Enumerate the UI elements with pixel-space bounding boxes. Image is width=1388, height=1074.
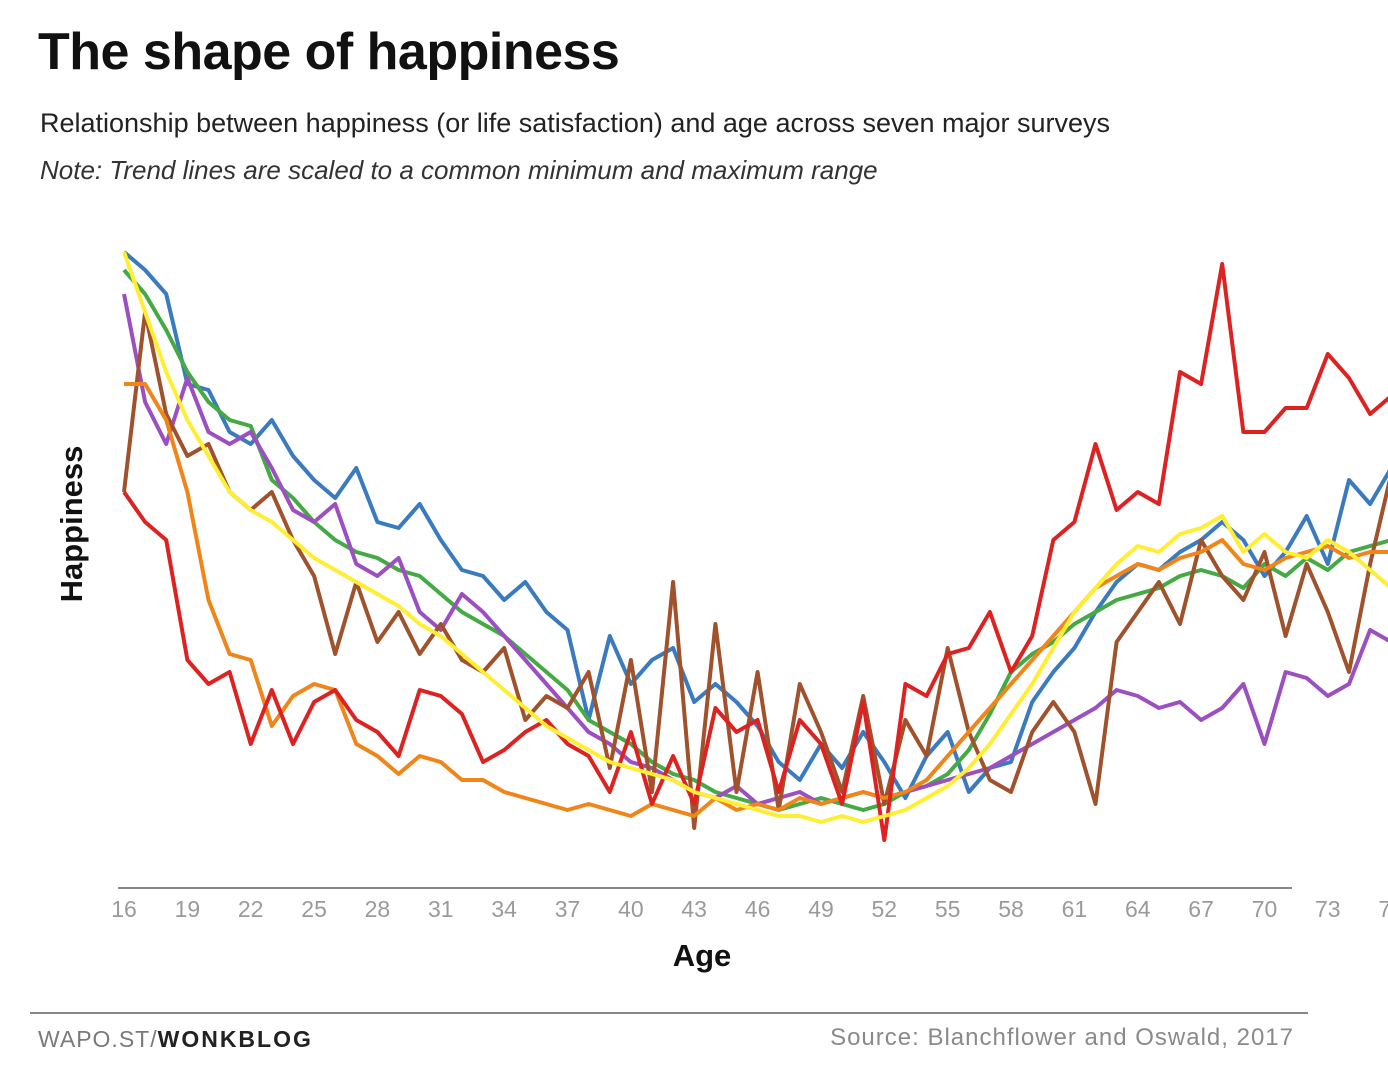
x-tick-label: 49 xyxy=(808,896,834,922)
footer-divider xyxy=(30,1012,1308,1014)
credit-prefix: WAPO.ST/ xyxy=(38,1026,158,1052)
x-tick-label: 37 xyxy=(555,896,581,922)
x-tick-label: 58 xyxy=(998,896,1024,922)
series-layer xyxy=(122,250,1388,842)
series-line-7 xyxy=(122,251,1388,824)
x-tick-label: 61 xyxy=(1062,896,1088,922)
series-line-4 xyxy=(122,310,1388,830)
x-tick-label: 46 xyxy=(745,896,771,922)
chart-title: The shape of happiness xyxy=(38,23,620,81)
footer-credit: WAPO.ST/WONKBLOG xyxy=(38,1026,313,1053)
x-tick-label: 22 xyxy=(238,896,264,922)
x-tick-label: 16 xyxy=(111,896,137,922)
x-tick-label: 40 xyxy=(618,896,644,922)
x-tick-label: 64 xyxy=(1125,896,1151,922)
x-tick-label: 43 xyxy=(681,896,707,922)
x-tick-label: 28 xyxy=(365,896,391,922)
x-tick-label: 25 xyxy=(301,896,327,922)
chart-note: Note: Trend lines are scaled to a common… xyxy=(40,155,878,185)
x-tick-label: 19 xyxy=(175,896,201,922)
x-tick-label: 55 xyxy=(935,896,961,922)
series-line-2 xyxy=(122,268,1388,812)
x-tick-label: 76 xyxy=(1378,896,1388,922)
x-tick-label: 67 xyxy=(1188,896,1214,922)
series-line-6 xyxy=(122,262,1388,842)
credit-brand: WONKBLOG xyxy=(157,1026,313,1052)
x-tick-label: 73 xyxy=(1315,896,1341,922)
line-chart: 16 19 22 25 28 31 34 37 40 43 46 49 52 55 58 61 64 67 70 73… xyxy=(54,250,1388,973)
x-tick-labels: 16 19 22 25 28 31 34 37 40 43 46 49 52 55 58 61 64 67 70 73… xyxy=(111,896,1388,922)
series-line-5 xyxy=(124,382,1388,818)
chart-subtitle: Relationship between happiness (or life … xyxy=(40,108,1111,138)
x-tick-label: 34 xyxy=(491,896,517,922)
x-tick-label: 70 xyxy=(1252,896,1278,922)
y-axis-label: Happiness xyxy=(54,446,89,603)
footer-source: Source: Blanchflower and Oswald, 2017 xyxy=(830,1024,1294,1051)
x-tick-label: 31 xyxy=(428,896,454,922)
x-tick-label: 52 xyxy=(872,896,898,922)
x-axis-label: Age xyxy=(673,938,732,973)
series-line-1 xyxy=(122,250,1388,800)
